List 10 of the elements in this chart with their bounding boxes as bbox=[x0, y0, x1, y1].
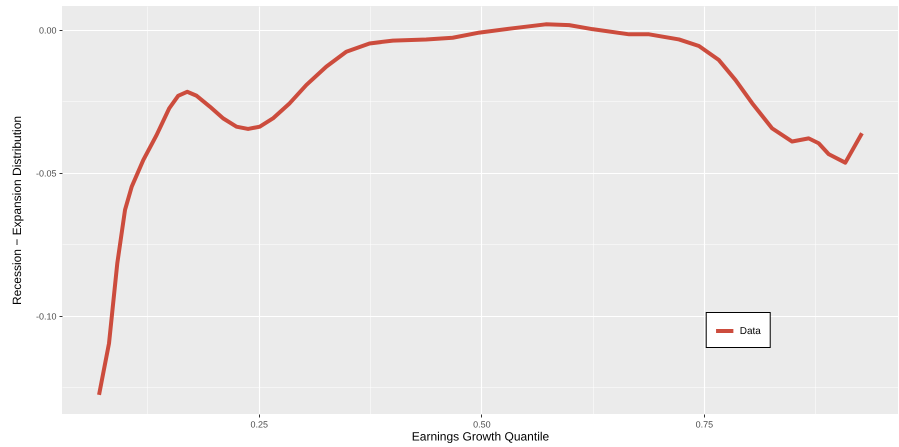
y-tick-label: -0.10 bbox=[36, 311, 56, 322]
x-tick-label: 0.25 bbox=[250, 420, 268, 430]
y-tick-label: 0.00 bbox=[38, 26, 56, 36]
x-tick-label: 0.75 bbox=[696, 420, 714, 430]
x-tick-label: 0.50 bbox=[473, 420, 491, 430]
y-axis-title: Recession − Expansion Distribution bbox=[10, 116, 24, 306]
x-axis-title: Earnings Growth Quantile bbox=[412, 430, 550, 444]
y-tick-label: -0.05 bbox=[36, 168, 56, 178]
legend-label: Data bbox=[740, 326, 762, 337]
line-series bbox=[97, 22, 864, 397]
